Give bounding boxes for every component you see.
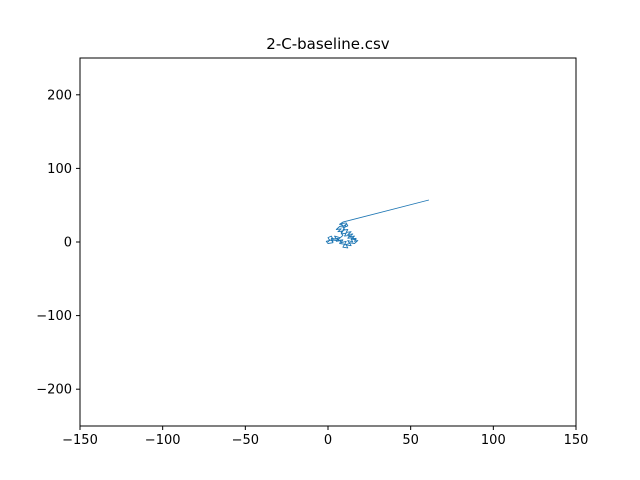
x-axis: −150 −100 −50 0 50 100 150 [62,426,588,448]
series-line-0 [325,199,430,249]
y-tick-label: −100 [36,309,72,324]
y-tick-label: 200 [47,88,72,103]
plot-area [325,199,430,249]
y-tick-label: −200 [36,383,72,398]
x-tick-label: 150 [564,433,589,448]
chart-title: 2-C-baseline.csv [266,35,389,53]
x-tick-label: −50 [232,433,259,448]
y-tick-label: 100 [47,162,72,177]
x-tick-label: 50 [402,433,419,448]
x-tick-label: −100 [145,433,181,448]
x-tick-label: −150 [62,433,98,448]
x-tick-label: 100 [481,433,506,448]
x-tick-label: 0 [324,433,332,448]
y-axis: −200 −100 0 100 200 [36,88,80,398]
y-tick-label: 0 [64,236,72,251]
